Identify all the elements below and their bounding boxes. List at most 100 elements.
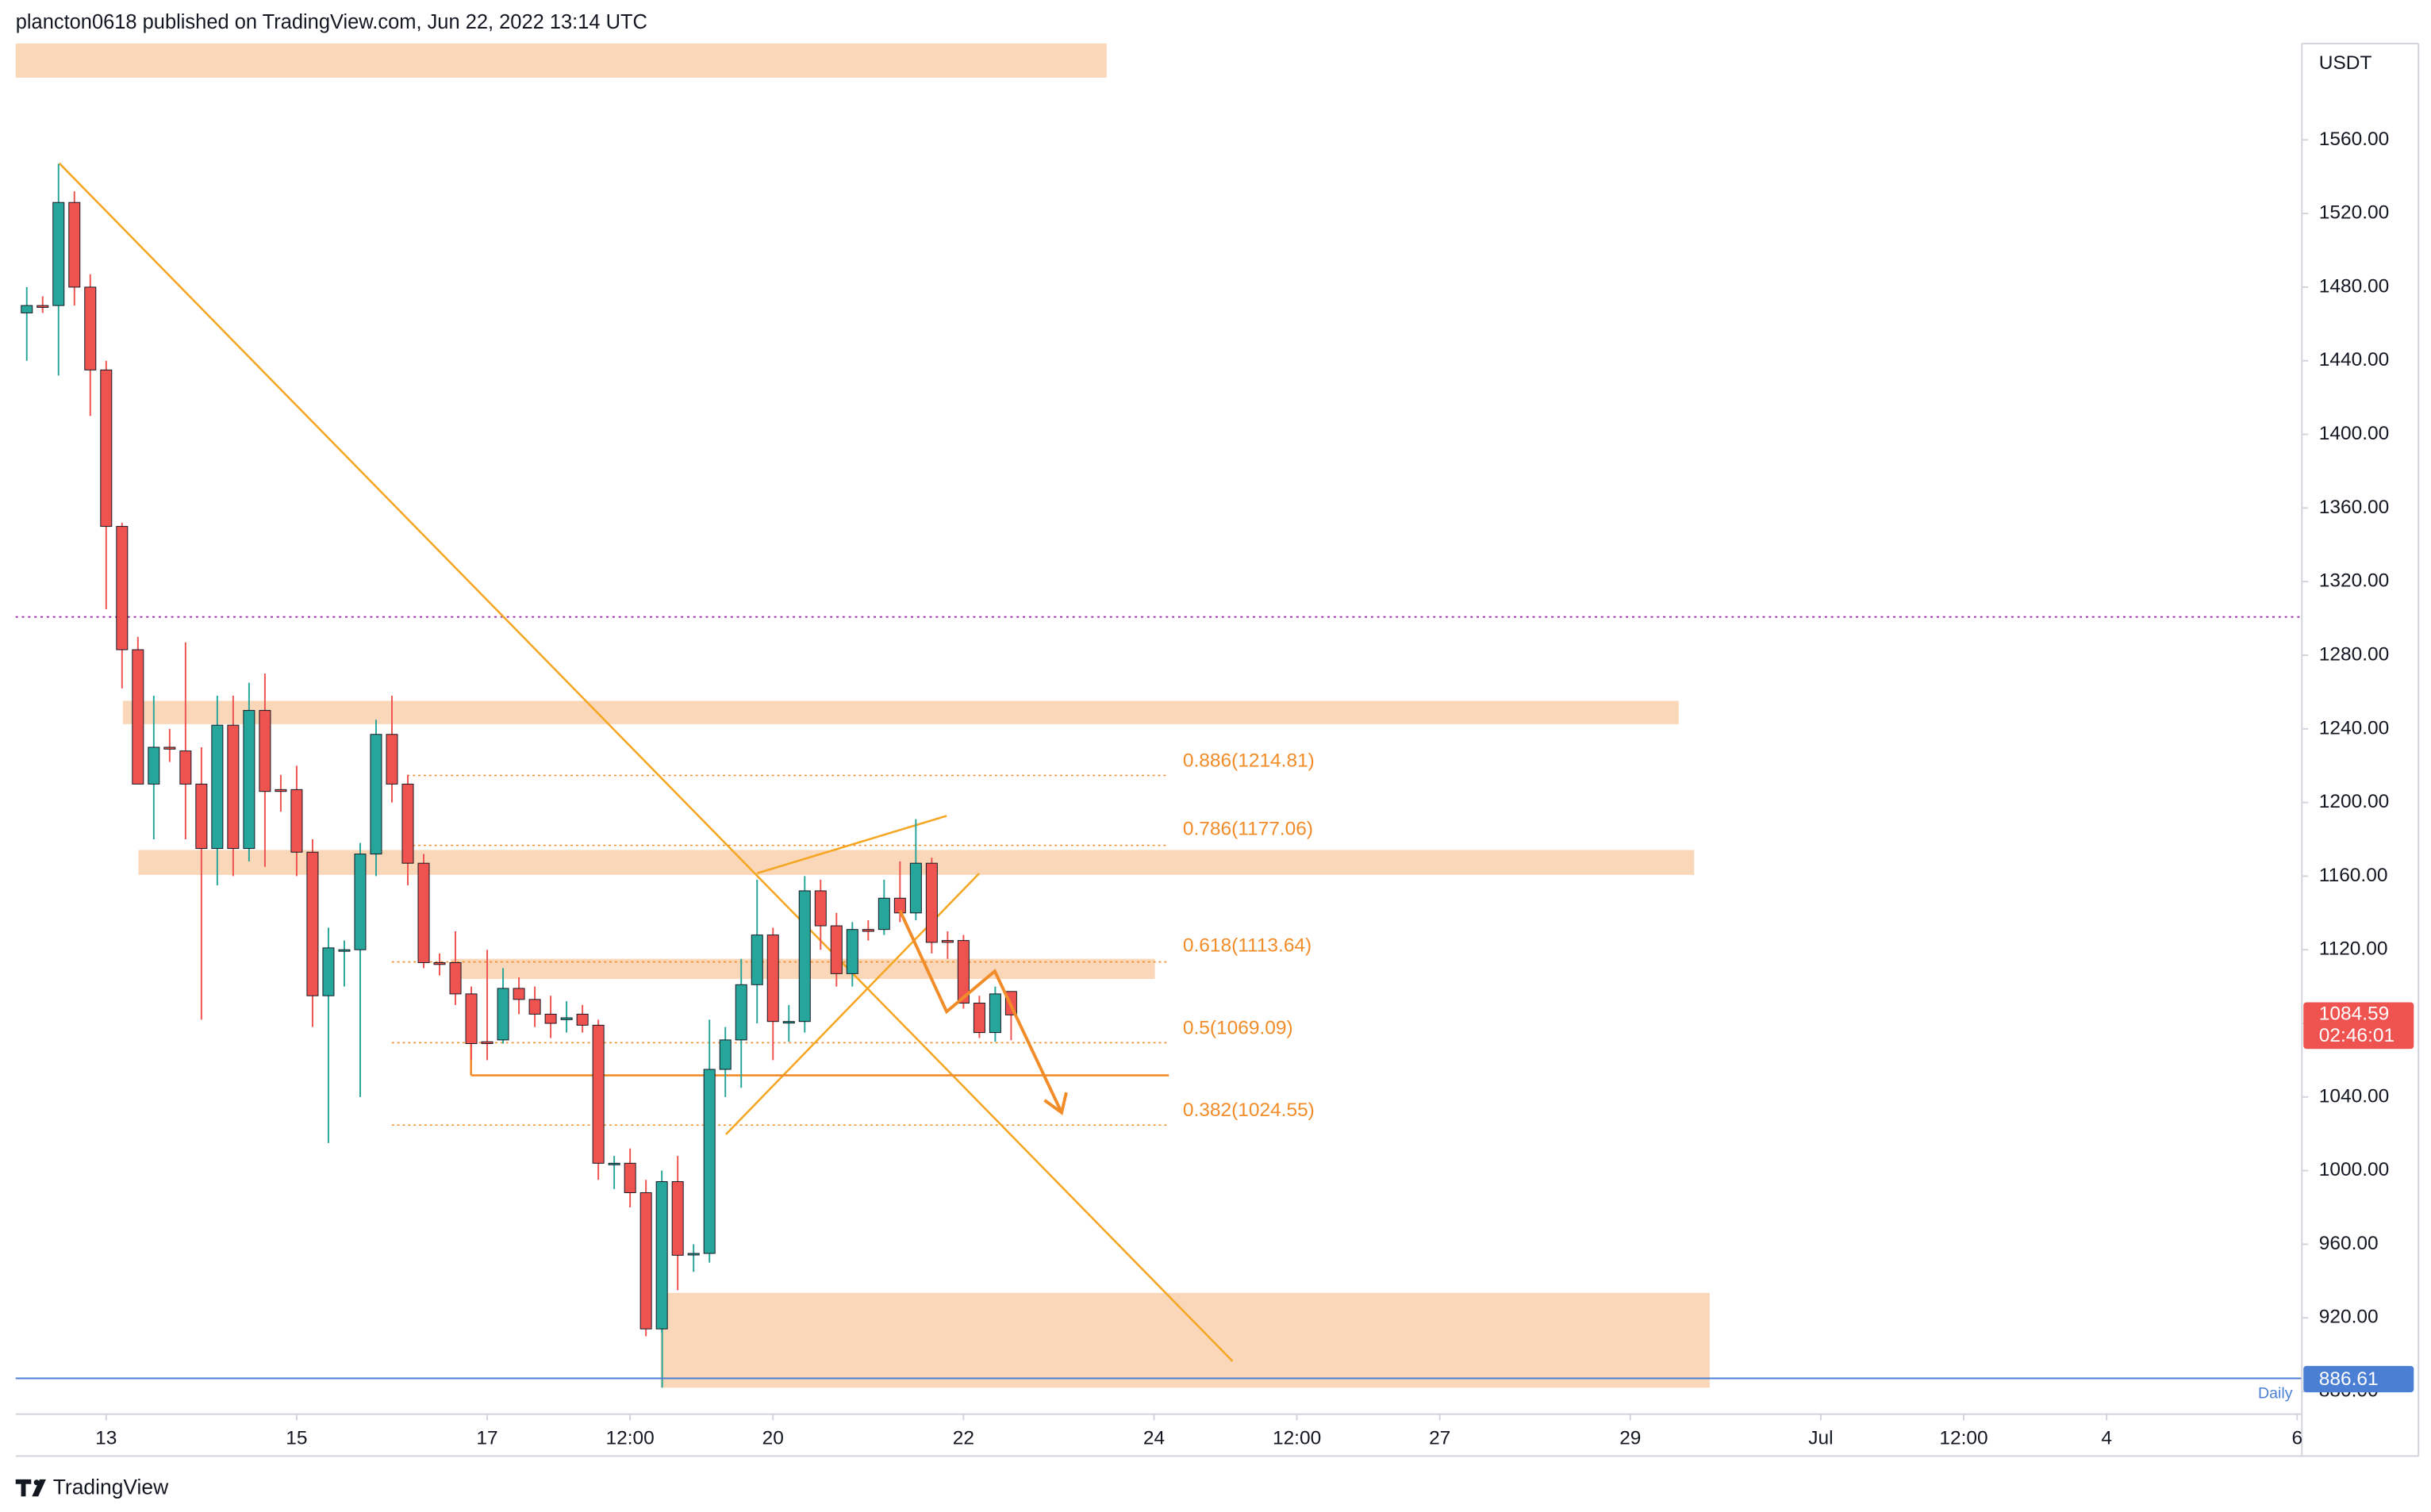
candle-body (703, 1069, 716, 1254)
y-tick-label: 1480.00 (2319, 275, 2389, 297)
x-tick-label: 24 (1143, 1427, 1165, 1449)
projection-arrow (898, 910, 1068, 1115)
candle-body (925, 862, 938, 943)
candle-body (465, 993, 478, 1045)
resistance-zone (122, 700, 1679, 724)
y-tick-label: 1120.00 (2319, 938, 2388, 960)
candle-body (132, 649, 144, 785)
candle-body (370, 734, 382, 855)
wedge-line (756, 815, 947, 875)
countdown-label: 02:46:01 (2319, 1025, 2395, 1046)
candle-body (655, 1181, 668, 1330)
candle-body (513, 988, 525, 1000)
candle-body (798, 890, 811, 1023)
candle-body (68, 201, 81, 288)
level-price-box (2303, 1365, 2414, 1393)
candle-body (671, 1181, 684, 1256)
candle-body (846, 929, 858, 974)
candle-body (211, 724, 224, 850)
y-axis-unit: USDT (2319, 52, 2372, 74)
x-ticks: 13 15 17 12:00 20 22 24 12:00 27 29 Jul 12:00 4 6 (95, 1414, 2302, 1449)
last-price-label: 1084.59 (2319, 1004, 2389, 1025)
candle-body (21, 305, 33, 313)
y-tick-label: 1200.00 (2319, 791, 2389, 812)
candle-body (814, 890, 827, 927)
y-tick-label: 1240.00 (2319, 717, 2389, 739)
candle-body (338, 949, 351, 952)
y-tick-label: 960.00 (2319, 1233, 2379, 1254)
candle-body (243, 710, 255, 850)
candle-body (608, 1162, 620, 1165)
candle-body (735, 984, 747, 1041)
candle-body (782, 1021, 795, 1024)
candle-body (100, 369, 113, 528)
candle-body (957, 940, 970, 1004)
candle-body (878, 897, 890, 931)
candle-body (433, 961, 446, 965)
candle-body (560, 1017, 573, 1020)
y-tick-label: 1440.00 (2319, 349, 2389, 370)
x-tick-label: 12:00 (1939, 1427, 1987, 1449)
level-timeframe: Daily (2258, 1384, 2293, 1402)
candle-body (386, 734, 398, 785)
trend-line (58, 162, 1234, 1362)
y-tick-label: 1040.00 (2319, 1085, 2389, 1107)
wedge-line (725, 873, 981, 1135)
x-tick-label: 12:00 (1273, 1427, 1321, 1449)
y-tick-label: 1160.00 (2319, 865, 2388, 886)
candle-body (624, 1162, 636, 1193)
y-tick-label: 1520.00 (2319, 202, 2389, 224)
y-tick-label: 1320.00 (2319, 570, 2389, 592)
candle-body (36, 305, 49, 308)
candle-body (322, 947, 335, 996)
candle-body (973, 1003, 985, 1034)
x-tick-label: 17 (476, 1427, 497, 1449)
candle-body (179, 750, 192, 785)
y-tick-label: 920.00 (2319, 1307, 2379, 1328)
x-tick-label: 20 (762, 1427, 784, 1449)
y-tick-label: 1000.00 (2319, 1159, 2389, 1180)
candle-body (163, 746, 176, 750)
x-tick-label: 15 (286, 1427, 307, 1449)
x-tick-label: 22 (953, 1427, 974, 1449)
y-ticks: 880.00920.00960.001000.001040.001080.001… (2302, 129, 2389, 1402)
candle-body (259, 710, 271, 792)
candle-body (306, 851, 319, 996)
candle-body (195, 783, 208, 850)
x-tick-label: 29 (1619, 1427, 1641, 1449)
candle-body (989, 993, 1001, 1034)
y-tick-label: 1360.00 (2319, 497, 2389, 518)
candle-body (576, 1013, 589, 1026)
candle-body (449, 961, 462, 995)
candle-body (766, 934, 779, 1023)
candle-body (941, 940, 954, 943)
support-zone (660, 1292, 1710, 1388)
level-price-label: 886.61 (2319, 1368, 2379, 1390)
brand-logo (15, 1479, 46, 1497)
candle-body (481, 1041, 493, 1045)
fib-label: 0.618(1113.64) (1183, 934, 1312, 956)
candle-body (275, 789, 287, 792)
x-tick-label: 4 (2101, 1427, 2112, 1449)
candle-body (497, 988, 509, 1041)
candle-body (639, 1192, 652, 1330)
candle-body (354, 854, 367, 950)
candle-body (528, 999, 541, 1015)
x-tick-label: 12:00 (606, 1427, 655, 1449)
published-line: plancton0618 published on TradingView.co… (16, 11, 647, 33)
candle-body (84, 286, 97, 370)
x-tick-label: 13 (95, 1427, 117, 1449)
x-tick-label: 6 (2291, 1427, 2302, 1449)
brand-name: TradingView (53, 1476, 169, 1499)
candle-body (592, 1024, 605, 1164)
candle-body (417, 862, 430, 963)
candle-body (227, 724, 240, 850)
candle-body (909, 862, 922, 914)
candle-body (719, 1039, 732, 1070)
candle-body (862, 929, 874, 932)
y-tick-label: 1280.00 (2319, 643, 2389, 665)
x-tick-label: Jul (1808, 1427, 1833, 1449)
drawings (58, 162, 1234, 1362)
